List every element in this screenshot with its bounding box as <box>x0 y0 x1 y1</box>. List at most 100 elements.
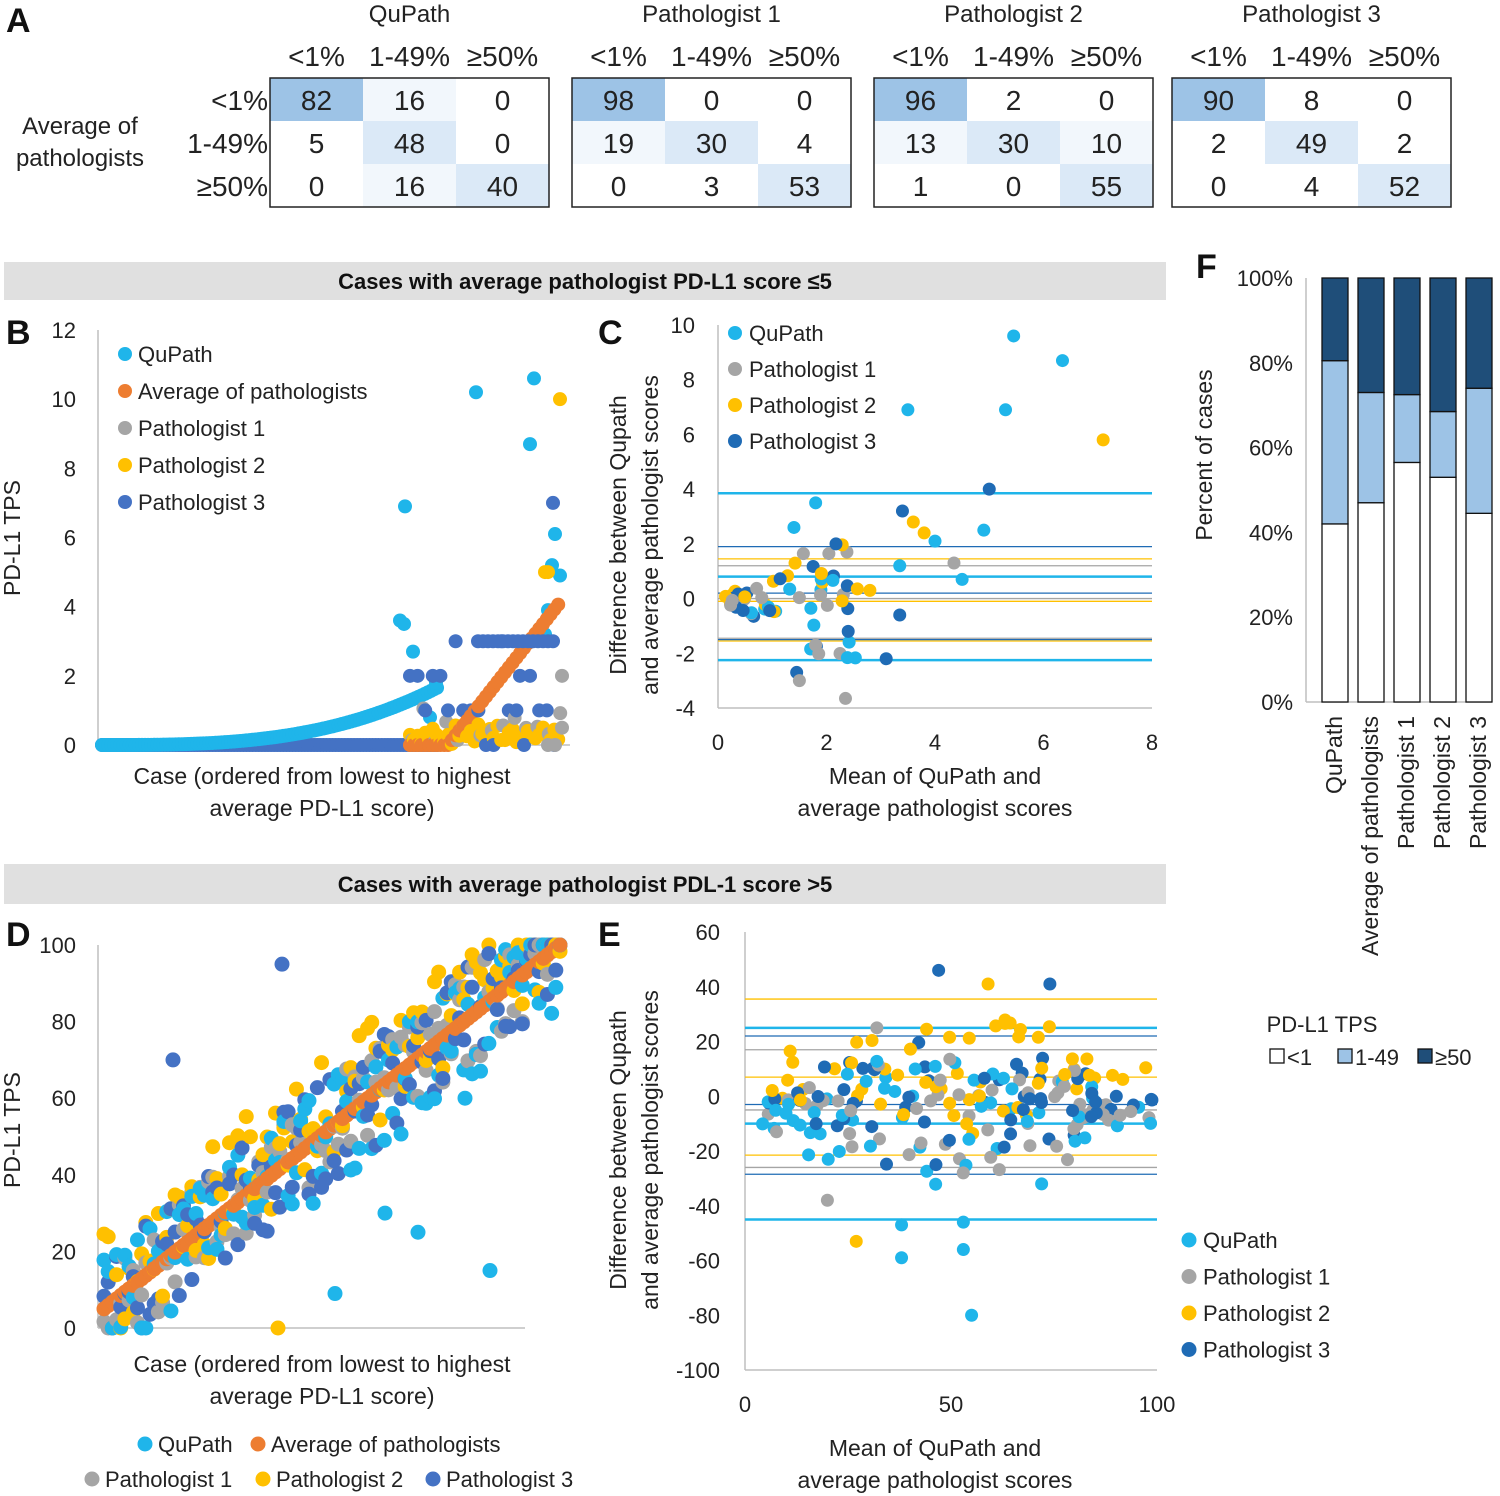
point-pathologist2 <box>514 996 530 1012</box>
point-pathologist2 <box>1031 1076 1045 1090</box>
category-label: Pathologist 2 <box>1429 716 1455 849</box>
table-cell <box>1172 78 1265 121</box>
panel-letter-d: D <box>6 916 31 954</box>
point-pathologist2 <box>1035 1061 1049 1075</box>
point-pathologist3 <box>410 668 425 683</box>
table-cell <box>363 121 456 164</box>
table-cell <box>456 121 549 164</box>
point-qupath <box>553 568 567 583</box>
point-pathologist1 <box>985 1083 999 1097</box>
table-cell-value: 55 <box>1091 171 1122 202</box>
y-tick-label: 80 <box>52 1010 76 1035</box>
table-cell-value: 4 <box>1304 171 1320 202</box>
point-pathologist3 <box>763 604 777 618</box>
point-pathologist2 <box>155 1288 171 1304</box>
point-qupath <box>376 1132 392 1148</box>
point-qupath <box>393 1126 409 1142</box>
point-pathologist2 <box>1139 1061 1153 1075</box>
bar-segment-low <box>1321 523 1349 703</box>
point-qupath <box>804 601 818 615</box>
point-pathologist2 <box>897 1108 911 1122</box>
point-pathologist2 <box>1065 1052 1079 1066</box>
legend-label: Pathologist 3 <box>446 1467 573 1492</box>
x-axis-title: average PD-L1 score) <box>210 1383 435 1409</box>
point-pathologist1 <box>769 1125 783 1139</box>
legend-label: Average of pathologists <box>138 379 368 404</box>
legend-marker-pathologist2 <box>255 1471 271 1487</box>
point-pathologist3 <box>546 634 560 649</box>
table-cell <box>270 164 363 207</box>
bar-segment-high <box>1321 277 1349 362</box>
legend-marker-qupath <box>1181 1232 1197 1248</box>
point-pathologist3 <box>736 604 750 618</box>
point-pathologist3 <box>513 668 527 683</box>
table-cell-value: 2 <box>1397 128 1413 159</box>
x-tick-label: 4 <box>929 730 941 755</box>
point-qupath <box>188 1206 204 1222</box>
point-pathologist1 <box>956 1166 970 1180</box>
point-pathologist2 <box>1042 1020 1056 1034</box>
point-qupath <box>544 1005 560 1021</box>
point-pathologist3 <box>840 579 854 593</box>
point-pathologist1 <box>750 581 764 595</box>
table-cell <box>1265 164 1358 207</box>
y-tick-label: 4 <box>683 477 695 502</box>
y-tick-label: 100% <box>1237 266 1293 291</box>
x-axis-title: Mean of QuPath and <box>829 763 1041 789</box>
table-cell-value: 0 <box>1211 171 1227 202</box>
y-tick-label: 10 <box>52 387 76 412</box>
table-cell-value: 0 <box>309 171 325 202</box>
point-pathologist2 <box>849 1234 863 1248</box>
point-qupath <box>473 1063 489 1079</box>
point-pathologist3 <box>448 634 463 649</box>
y-tick-label: 6 <box>64 526 76 551</box>
point-pathologist2 <box>943 1030 957 1044</box>
table-cell <box>1358 164 1451 207</box>
point-pathologist3 <box>1084 1110 1098 1124</box>
point-pathologist2 <box>1080 1052 1094 1066</box>
point-qupath <box>769 1103 783 1117</box>
point-pathologist1 <box>167 1274 183 1290</box>
y-tick-label: -100 <box>676 1358 720 1383</box>
point-pathologist3 <box>309 1080 325 1096</box>
legend-label: 1-49 <box>1355 1045 1399 1070</box>
point-pathologist3 <box>539 703 554 718</box>
point-pathologist2 <box>781 1073 795 1087</box>
legend-marker-average <box>250 1436 266 1452</box>
y-tick-label: 20 <box>696 1030 720 1055</box>
banner-top-bg <box>4 262 1166 300</box>
bar-segment-low <box>1393 461 1421 703</box>
point-pathologist3 <box>129 1300 145 1316</box>
legend-marker-pathologist2 <box>118 458 132 472</box>
legend-marker-qupath <box>137 1436 153 1452</box>
bar-segment-low <box>1429 476 1457 703</box>
x-tick-label: 8 <box>1146 730 1158 755</box>
point-qupath <box>398 499 412 514</box>
table-cell <box>1358 78 1451 121</box>
table-cell-value: 0 <box>495 128 511 159</box>
table-cell-value: 0 <box>704 85 720 116</box>
point-qupath <box>842 635 856 649</box>
point-qupath <box>443 1043 459 1059</box>
point-pathologist2 <box>783 1044 797 1058</box>
panel-e-chart: -100 -80 -60 -40 -20 0 20 40 60 0 50 100 Difference … <box>605 920 1330 1493</box>
point-qupath <box>863 1139 877 1153</box>
point-pathologist3 <box>489 1002 505 1018</box>
point-pathologist3 <box>982 482 996 496</box>
point-pathologist2 <box>835 594 849 608</box>
table-col-label: <1% <box>1190 41 1247 72</box>
point-pathologist2 <box>538 565 552 580</box>
x-axis-title: average pathologist scores <box>798 795 1073 821</box>
table-cell-value: 96 <box>905 85 936 116</box>
y-tick-label: 20% <box>1249 605 1293 630</box>
point-pathologist3 <box>330 1166 346 1182</box>
point-pathologist3 <box>318 1171 334 1187</box>
y-tick-label: 60 <box>696 920 720 945</box>
table-cell <box>1060 78 1153 121</box>
point-pathologist3 <box>456 1032 472 1048</box>
panel-a-tables: QuPath<1% 1-49% ≥50%82 16 05 48 00 16 40Patholog… <box>187 1 1452 208</box>
y-tick-label: 20 <box>52 1239 76 1264</box>
point-pathologist3 <box>171 1288 187 1304</box>
point-pathologist2 <box>213 1186 229 1202</box>
legend-label: Pathologist 2 <box>1203 1301 1330 1326</box>
